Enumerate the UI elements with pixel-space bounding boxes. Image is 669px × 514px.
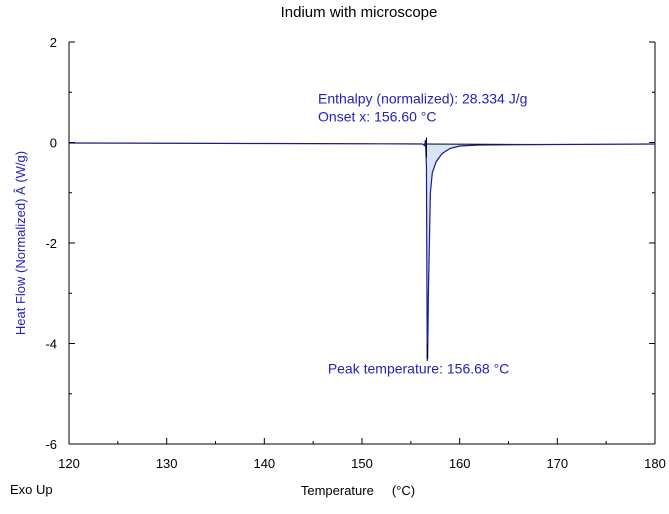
integration-area bbox=[424, 139, 553, 359]
series-line bbox=[68, 139, 656, 360]
x-tick-label: 140 bbox=[253, 456, 275, 471]
annotation-label: Peak temperature: 156.68 °C bbox=[328, 361, 509, 377]
exo-up-label: Exo Up bbox=[10, 482, 53, 497]
x-tick-label: 170 bbox=[546, 456, 568, 471]
y-tick-label: 0 bbox=[50, 136, 57, 151]
y-axis-title: Heat Flow (Normalized) Â (W/g) bbox=[13, 151, 28, 335]
x-tick-label: 160 bbox=[449, 456, 471, 471]
annotations: Enthalpy (normalized): 28.334 J/g Onset x… bbox=[318, 90, 527, 376]
plot-area bbox=[68, 137, 656, 362]
y-tick-label: -4 bbox=[45, 337, 57, 352]
x-tick-label: 130 bbox=[156, 456, 178, 471]
x-tick-label: 180 bbox=[644, 456, 666, 471]
y-tick-label: 2 bbox=[50, 35, 57, 50]
y-tick-label: -6 bbox=[45, 437, 57, 452]
annotation-label: Onset x: 156.60 °C bbox=[318, 108, 436, 124]
y-tick-label: -2 bbox=[45, 236, 57, 251]
x-tick-label: 150 bbox=[351, 456, 373, 471]
x-axis-title: Temperature (°C) bbox=[301, 483, 415, 498]
x-tick-label: 120 bbox=[58, 456, 80, 471]
annotation-label: Enthalpy (normalized): 28.334 J/g bbox=[318, 90, 527, 106]
ticks: 120 130 140 150 160 170 180 -6 -4 -2 0 2 bbox=[45, 35, 665, 471]
chart-title: Indium with microscope bbox=[281, 4, 438, 21]
